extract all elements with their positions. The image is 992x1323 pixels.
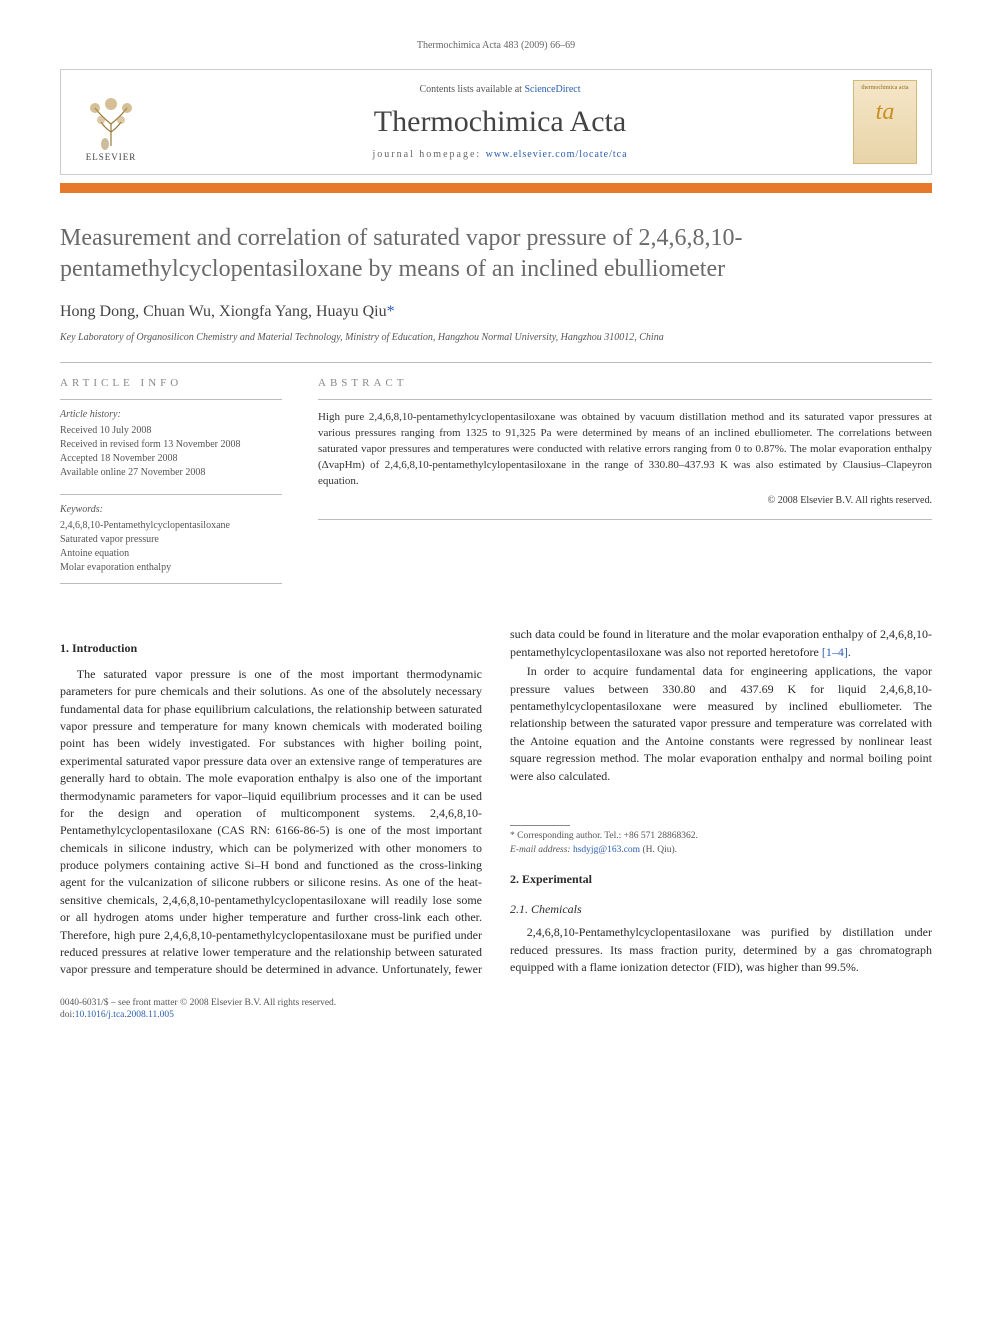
journal-homepage-link[interactable]: www.elsevier.com/locate/tca [486, 149, 628, 160]
abstract-body: High pure 2,4,6,8,10-pentamethylcyclopen… [318, 399, 932, 519]
author-list: Hong Dong, Chuan Wu, Xiongfa Yang, Huayu… [60, 303, 932, 321]
abstract-column: abstract High pure 2,4,6,8,10-pentamethy… [300, 363, 932, 598]
section-1-paragraph-2: In order to acquire fundamental data for… [510, 663, 932, 785]
elsevier-label: ELSEVIER [86, 152, 137, 162]
section-2-1-paragraph-1: 2,4,6,8,10-Pentamethylcyclopentasiloxane… [510, 924, 932, 976]
footnote-rule [510, 825, 570, 826]
section-2-heading: 2. Experimental [510, 871, 932, 888]
journal-name: Thermochimica Acta [161, 105, 839, 139]
contents-lists-line: Contents lists available at ScienceDirec… [161, 84, 839, 95]
elsevier-tree-icon [81, 94, 141, 150]
section-1-heading: 1. Introduction [60, 640, 482, 657]
body-text-columns: 1. Introduction The saturated vapor pres… [60, 626, 932, 978]
history-received: Received 10 July 2008 [60, 424, 282, 438]
history-revised: Received in revised form 13 November 200… [60, 438, 282, 452]
corr-author-line: * Corresponding author. Tel.: +86 571 28… [510, 830, 932, 844]
bottom-meta: 0040-6031/$ – see front matter © 2008 El… [60, 997, 932, 1022]
corresponding-footnote: * Corresponding author. Tel.: +86 571 28… [510, 825, 932, 858]
abstract-heading: abstract [318, 377, 932, 389]
keyword-item: Antoine equation [60, 547, 282, 561]
keyword-item: Molar evaporation enthalpy [60, 561, 282, 575]
article-info-heading: article info [60, 377, 282, 389]
journal-cover-thumbnail: thermochimica acta ta [853, 80, 917, 164]
orange-divider-bar [60, 183, 932, 193]
history-accepted: Accepted 18 November 2008 [60, 452, 282, 466]
authors-text: Hong Dong, Chuan Wu, Xiongfa Yang, Huayu… [60, 303, 387, 320]
cover-small-title: thermochimica acta [861, 85, 908, 91]
keyword-item: Saturated vapor pressure [60, 533, 282, 547]
doi-prefix: doi: [60, 1010, 75, 1020]
cover-ta-label: ta [876, 99, 895, 126]
sciencedirect-link[interactable]: ScienceDirect [524, 84, 580, 95]
para-tail: . [848, 645, 851, 659]
running-header: Thermochimica Acta 483 (2009) 66–69 [60, 40, 932, 51]
article-title: Measurement and correlation of saturated… [60, 223, 932, 285]
homepage-prefix: journal homepage: [372, 149, 485, 160]
email-person: (H. Qiu). [642, 845, 677, 855]
homepage-line: journal homepage: www.elsevier.com/locat… [161, 149, 839, 160]
abstract-copyright: © 2008 Elsevier B.V. All rights reserved… [318, 494, 932, 509]
history-online: Available online 27 November 2008 [60, 466, 282, 480]
keywords-block: Keywords: 2,4,6,8,10-Pentamethylcyclopen… [60, 494, 282, 584]
citation-link-1-4[interactable]: [1–4] [822, 645, 848, 659]
contents-prefix: Contents lists available at [419, 84, 524, 95]
abstract-text: High pure 2,4,6,8,10-pentamethylcyclopen… [318, 411, 932, 487]
article-history-block: Article history: Received 10 July 2008 R… [60, 399, 282, 480]
doi-link[interactable]: 10.1016/j.tca.2008.11.005 [75, 1010, 174, 1020]
section-2-1-heading: 2.1. Chemicals [510, 901, 932, 918]
issn-line: 0040-6031/$ – see front matter © 2008 El… [60, 997, 932, 1009]
keywords-label: Keywords: [60, 503, 282, 517]
journal-banner: ELSEVIER Contents lists available at Sci… [60, 69, 932, 175]
keyword-item: 2,4,6,8,10-Pentamethylcyclopentasiloxane [60, 519, 282, 533]
history-label: Article history: [60, 408, 282, 422]
elsevier-logo: ELSEVIER [75, 82, 147, 162]
corr-email-link[interactable]: hsdyjg@163.com [573, 845, 640, 855]
email-label: E-mail address: [510, 845, 571, 855]
corresponding-author-marker[interactable]: * [387, 303, 395, 320]
article-info-column: article info Article history: Received 1… [60, 363, 300, 598]
affiliation: Key Laboratory of Organosilicon Chemistr… [60, 331, 932, 344]
